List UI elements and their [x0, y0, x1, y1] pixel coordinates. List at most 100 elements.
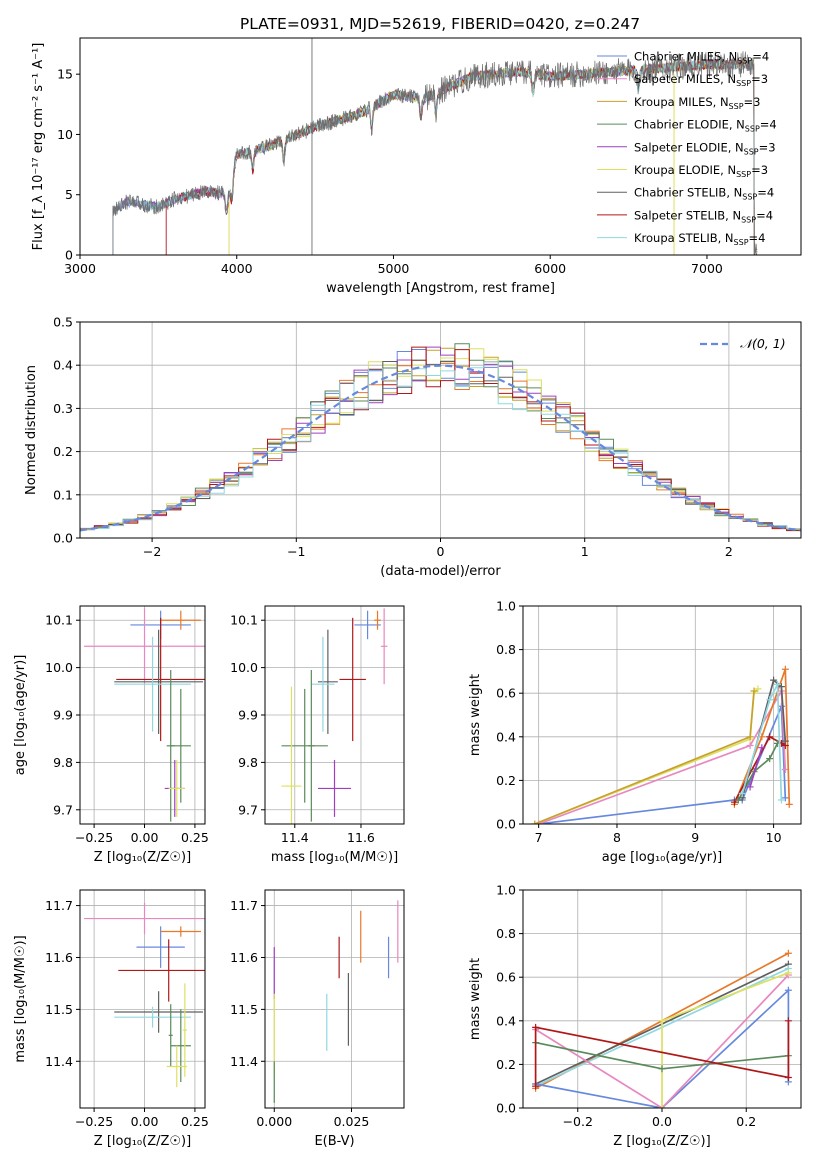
plot-area: [281, 608, 388, 824]
x-axis-label: Z [log₁₀(Z/Z☉)]: [94, 850, 191, 865]
weight-series: [538, 705, 787, 824]
error-bar-point: [84, 902, 205, 935]
residual-histogram: [80, 348, 801, 530]
weight-series: [535, 974, 790, 1108]
error-bar-point: [168, 1004, 173, 1067]
legend-label: Kroupa ELODIE, NSSP=3: [634, 163, 768, 179]
weight-marker: [766, 733, 774, 741]
legend-label: Kroupa STELIB, NSSP=4: [634, 231, 765, 247]
plot-area: [80, 343, 801, 532]
observed-spectrum: [112, 51, 758, 255]
y-tick-label: 5: [65, 187, 73, 202]
y-tick-label: 0.5: [53, 315, 73, 330]
weight-marker: [784, 969, 792, 977]
x-tick-label: 0.000: [256, 1114, 292, 1129]
axes-weight_age: 7 8 9 10 0.0 0.2 0.4 0.6 0.8 1.0 age [log₁₀(age/yr…: [468, 599, 802, 865]
legend-label: Salpeter MILES, NSSP=3: [634, 72, 768, 88]
y-tick-label: 0.0: [496, 817, 516, 832]
x-tick-label: 5000: [378, 261, 410, 276]
axes-age_Z: −0.25 0.00 0.25 9.7 9.8 9.9 10.0 10.1 Z [log₁₀(Z…: [13, 605, 209, 865]
weight-series: [741, 681, 783, 801]
y-tick-label: 0.8: [496, 926, 516, 941]
y-tick-label: 10.1: [230, 613, 258, 628]
y-tick-label: 11.4: [230, 1054, 258, 1069]
legend-label: Chabrier STELIB, NSSP=4: [634, 186, 774, 202]
residual-histogram: [80, 346, 801, 530]
error-bar-point: [84, 608, 205, 685]
x-tick-label: 1: [581, 544, 589, 559]
weight-marker: [781, 794, 789, 802]
weight-series: [733, 668, 791, 805]
grid: [80, 890, 205, 1108]
weight-marker: [784, 1073, 792, 1081]
y-axis-label: mass [log₁₀(M/M☉)]: [13, 935, 28, 1062]
x-axis-label: E(B-V): [314, 1134, 354, 1149]
x-tick-label: 0: [437, 544, 445, 559]
grid: [80, 606, 205, 824]
x-tick-label: 0.25: [181, 830, 209, 845]
y-tick-label: 0.6: [496, 686, 516, 701]
plot-area: [84, 608, 205, 822]
error-bar-point: [182, 983, 187, 1077]
y-tick-label: 11.7: [230, 898, 258, 913]
weight-marker: [754, 685, 762, 693]
x-tick-label: 6000: [534, 261, 566, 276]
weight-series: [534, 688, 759, 824]
weight-marker: [785, 800, 793, 808]
plot-area: [532, 949, 792, 1108]
y-tick-label: 11.6: [230, 950, 258, 965]
legend-label: Salpeter ELODIE, NSSP=3: [634, 140, 776, 156]
weight-marker: [777, 683, 785, 691]
y-tick-label: 0.4: [496, 729, 516, 744]
weight-series: [534, 690, 755, 824]
x-tick-label: −1: [287, 544, 305, 559]
weight-marker: [770, 676, 778, 684]
error-bar-point: [317, 760, 352, 817]
axes-mass_Z: −0.25 0.00 0.25 11.4 11.5 11.6 11.7 Z [log₁₀(Z/…: [13, 889, 209, 1149]
figure-title: PLATE=0931, MJD=52619, FIBERID=0420, z=0…: [240, 15, 640, 33]
error-bar-point: [380, 608, 388, 685]
legend-label: Salpeter STELIB, NSSP=4: [634, 208, 773, 224]
weight-marker: [738, 789, 746, 797]
y-tick-label: 0: [65, 248, 73, 263]
error-bar-point: [311, 636, 335, 732]
x-tick-label: 7: [535, 830, 543, 845]
x-axis-label: age [log₁₀(age/yr)]: [602, 850, 723, 865]
error-bar-point: [317, 629, 338, 734]
error-bar-point: [281, 688, 328, 803]
error-bar-point: [166, 669, 175, 822]
legend-label: Chabrier ELODIE, NSSP=4: [634, 118, 777, 134]
weight-marker: [766, 696, 774, 704]
y-tick-label: 11.5: [230, 1002, 258, 1017]
y-tick-label: 9.7: [238, 802, 258, 817]
weight-marker: [758, 744, 766, 752]
error-bar-point: [118, 939, 205, 1002]
x-tick-label: 3000: [64, 261, 96, 276]
x-tick-label: 11.6: [347, 830, 375, 845]
x-tick-label: −0.25: [75, 830, 113, 845]
error-bar-point: [116, 617, 205, 742]
axes-frame: [79, 889, 206, 1109]
legend: 𝒩(0, 1): [700, 336, 786, 351]
y-axis-label: Normed distribution: [24, 365, 39, 495]
weight-marker: [532, 1023, 540, 1031]
weight-marker: [746, 733, 754, 741]
y-tick-label: 9.7: [53, 802, 73, 817]
x-tick-label: 0.25: [181, 1114, 209, 1129]
weight-marker: [730, 798, 738, 806]
axes-mass_ebv: 0.000 0.025 11.4 11.5 11.6 11.7 E(B-V): [230, 889, 405, 1149]
model-spectrum: [165, 58, 757, 255]
x-tick-label: 2: [725, 544, 733, 559]
x-tick-label: 0.00: [131, 830, 159, 845]
x-tick-label: 0.0: [652, 1114, 672, 1129]
x-axis-label: mass [log₁₀(M/M☉)]: [271, 850, 398, 865]
error-bar-point: [114, 629, 203, 734]
weight-marker: [746, 783, 754, 791]
x-tick-label: −0.2: [563, 1114, 593, 1129]
x-axis-label: Z [log₁₀(Z/Z☉)]: [613, 1134, 710, 1149]
y-tick-label: 0.6: [496, 970, 516, 985]
x-tick-label: 9: [691, 830, 699, 845]
weight-marker: [781, 737, 789, 745]
axes-age_mass: 11.4 11.6 9.7 9.8 9.9 10.0 10.1 mass [log₁₀(M/M…: [230, 605, 405, 865]
